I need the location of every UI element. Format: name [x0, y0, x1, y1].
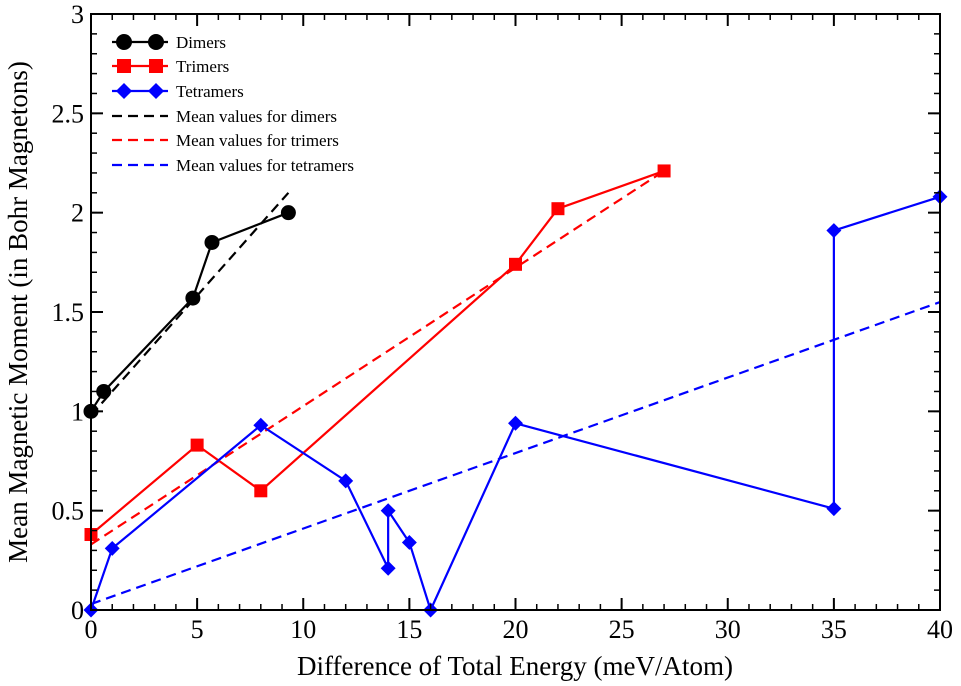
legend-item-dimers: Dimers	[112, 33, 226, 52]
legend-label: Dimers	[176, 33, 226, 52]
legend-item-mean-values-for-dimers: Mean values for dimers	[112, 107, 337, 126]
series-line-mean-values-for-tetramers	[90, 301, 941, 606]
legend-item-mean-values-for-trimers: Mean values for trimers	[112, 131, 339, 150]
series-layer	[83, 164, 948, 618]
data-point-tetramers	[104, 540, 120, 556]
x-tick-label: 40	[927, 615, 953, 644]
legend-marker	[117, 59, 131, 73]
legend-item-tetramers: Tetramers	[112, 82, 244, 101]
legend-label: Tetramers	[176, 82, 244, 101]
data-point-dimers	[96, 383, 112, 399]
data-point-dimers	[280, 205, 296, 221]
x-tick-label: 30	[715, 615, 741, 644]
legend-marker	[147, 82, 165, 100]
data-point-trimers	[254, 484, 268, 498]
data-point-tetramers	[380, 503, 396, 519]
legend-item-trimers: Trimers	[112, 57, 229, 76]
data-point-tetramers	[826, 223, 842, 239]
legend: Dimers Trimers Tetramers Mean values for di…	[112, 33, 354, 175]
legend-label: Mean values for tetramers	[176, 156, 354, 175]
series-line-trimers	[90, 169, 665, 536]
y-tick-label: 1	[71, 397, 84, 426]
series-dimers	[83, 205, 296, 419]
x-tick-label: 20	[503, 615, 529, 644]
y-tick-label: 0	[71, 596, 84, 625]
data-point-tetramers	[508, 415, 523, 431]
legend-label: Mean values for dimers	[176, 107, 337, 126]
legend-item-mean-values-for-tetramers: Mean values for tetramers	[112, 156, 354, 175]
data-point-tetramers	[338, 473, 354, 489]
y-tick-label: 2.5	[52, 99, 85, 128]
data-point-tetramers	[253, 417, 269, 433]
y-tick-label: 0.5	[52, 497, 85, 526]
series-line-mean-values-for-trimers	[90, 170, 665, 546]
data-point-trimers	[509, 257, 522, 271]
data-point-tetramers	[380, 560, 396, 576]
x-tick-label: 5	[191, 615, 204, 644]
data-point-trimers	[551, 202, 565, 216]
series-mean-values-for-trimers	[90, 170, 665, 546]
data-point-tetramers	[401, 534, 417, 550]
y-tick-label: 1.5	[52, 298, 85, 327]
data-point-dimers	[185, 290, 201, 306]
legend-marker	[149, 59, 163, 73]
data-point-trimers	[657, 164, 671, 178]
x-tick-label: 0	[85, 615, 98, 644]
series-line-tetramers	[89, 195, 941, 614]
data-point-tetramers	[826, 501, 842, 517]
x-axis-label: Difference of Total Energy (meV/Atom)	[297, 651, 733, 681]
legend-marker	[115, 82, 133, 100]
data-point-dimers	[204, 234, 220, 250]
series-mean-values-for-tetramers	[90, 301, 941, 606]
ticks-layer: 0 5 10 15 20 25 30 35 40 0 0.5 1 1.5 2 2.5 3	[52, 0, 954, 644]
legend-marker	[148, 34, 164, 50]
legend-marker	[116, 34, 132, 50]
y-tick-label: 3	[71, 0, 84, 29]
legend-label: Mean values for trimers	[176, 131, 339, 150]
x-tick-label: 35	[821, 615, 847, 644]
x-tick-label: 10	[290, 615, 316, 644]
x-tick-label: 15	[396, 615, 422, 644]
legend-label: Trimers	[176, 57, 229, 76]
plot-area	[91, 14, 940, 610]
y-axis-label: Mean Magnetic Moment (in Bohr Magnetons)	[3, 61, 33, 563]
data-point-trimers	[190, 438, 204, 452]
x-tick-label: 25	[609, 615, 635, 644]
series-tetramers	[83, 189, 948, 618]
y-tick-label: 2	[71, 199, 84, 228]
